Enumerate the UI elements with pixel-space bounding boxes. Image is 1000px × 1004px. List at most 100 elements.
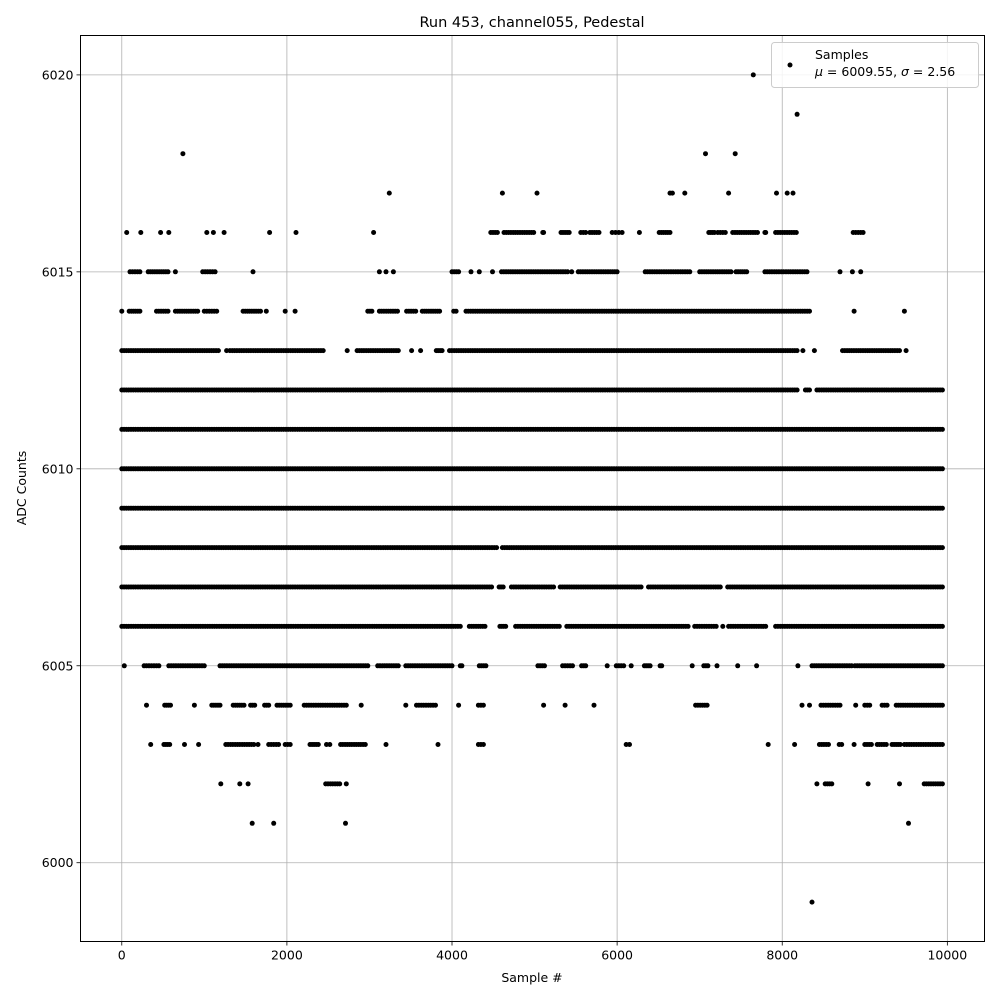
data-point <box>137 308 143 314</box>
data-point <box>939 623 945 629</box>
data-points <box>119 72 945 905</box>
data-point <box>583 230 589 235</box>
data-point <box>903 348 909 354</box>
data-point <box>251 742 257 747</box>
data-point <box>901 308 907 314</box>
x-axis-ticks: 0 2000 4000 6000 8000 10000 <box>118 941 967 963</box>
data-point <box>728 269 734 275</box>
data-point <box>596 230 602 235</box>
data-point <box>503 623 509 629</box>
data-point <box>215 348 221 354</box>
data-point <box>829 781 835 787</box>
data-point <box>531 230 537 235</box>
data-point <box>459 663 465 669</box>
data-point <box>667 230 673 235</box>
legend-box <box>771 42 979 88</box>
data-point <box>191 702 197 708</box>
data-point <box>551 584 557 590</box>
data-point <box>292 308 298 314</box>
data-point <box>619 230 625 235</box>
data-point <box>939 742 945 747</box>
data-point <box>166 230 172 235</box>
data-point <box>704 702 710 708</box>
data-point <box>409 348 415 354</box>
data-point <box>705 663 711 669</box>
data-point <box>500 584 506 590</box>
data-point <box>897 781 902 787</box>
data-point <box>755 230 760 235</box>
data-point <box>315 742 321 747</box>
data-point <box>168 702 173 708</box>
data-point <box>884 702 890 708</box>
data-point <box>137 269 143 275</box>
data-point <box>212 269 218 275</box>
data-point <box>865 781 871 787</box>
data-point <box>344 348 350 354</box>
data-point <box>794 111 800 117</box>
data-point <box>165 269 171 275</box>
data-point <box>939 505 945 511</box>
data-point <box>714 663 720 669</box>
x-tick-label: 8000 <box>766 948 798 963</box>
data-point <box>282 308 288 314</box>
data-point <box>167 742 173 747</box>
data-point <box>266 702 272 708</box>
data-point <box>860 230 866 235</box>
data-point <box>395 308 400 314</box>
data-point <box>837 269 843 275</box>
data-point <box>435 742 441 747</box>
data-point <box>494 230 500 235</box>
data-point <box>689 663 695 669</box>
data-point <box>287 742 293 747</box>
plot-frame <box>80 35 985 942</box>
data-point <box>687 269 693 275</box>
data-point <box>456 269 462 275</box>
data-point <box>565 269 571 275</box>
data-point <box>172 269 178 275</box>
data-point <box>795 663 801 669</box>
data-point <box>263 308 269 314</box>
data-point <box>784 190 790 196</box>
data-point <box>182 742 187 747</box>
data-point <box>858 269 864 275</box>
data-point <box>255 742 261 747</box>
data-point <box>669 190 675 196</box>
data-point <box>237 781 243 787</box>
data-point <box>604 663 610 669</box>
data-point <box>763 230 769 235</box>
data-point <box>476 269 482 275</box>
data-point <box>437 308 443 314</box>
x-axis-label: Sample # <box>501 970 562 985</box>
data-point <box>804 269 810 275</box>
data-point <box>138 230 144 235</box>
data-point <box>369 308 375 314</box>
data-point <box>799 702 805 708</box>
data-point <box>939 466 945 472</box>
data-point <box>570 663 575 669</box>
data-point <box>754 663 760 669</box>
data-point <box>939 545 945 551</box>
data-point <box>449 663 455 669</box>
data-point <box>647 663 653 669</box>
x-tick-label: 2000 <box>271 948 303 963</box>
x-tick-label: 6000 <box>601 948 633 963</box>
data-point <box>897 742 903 747</box>
data-point <box>358 702 364 708</box>
data-point <box>221 230 227 235</box>
data-point <box>735 663 741 669</box>
data-point <box>897 348 902 354</box>
data-point <box>807 308 812 314</box>
data-point <box>591 702 597 708</box>
data-point <box>258 308 263 314</box>
data-point <box>807 702 812 708</box>
data-point <box>418 348 424 354</box>
data-point <box>383 742 389 747</box>
data-point <box>851 742 857 747</box>
data-point <box>569 269 575 275</box>
data-point <box>793 230 799 235</box>
data-point <box>119 308 125 314</box>
data-point <box>362 742 368 747</box>
data-point <box>287 702 293 708</box>
data-point <box>614 269 620 275</box>
data-point <box>433 702 438 708</box>
